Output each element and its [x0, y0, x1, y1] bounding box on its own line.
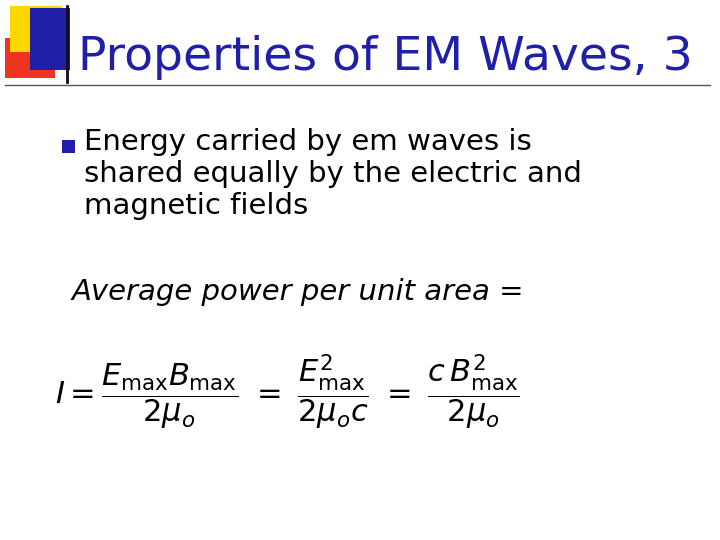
Bar [5, 38, 55, 78]
Text: Properties of EM Waves, 3: Properties of EM Waves, 3 [78, 35, 693, 79]
Text: shared equally by the electric and: shared equally by the electric and [84, 160, 582, 188]
Text: $\mathit{I} = \dfrac{E_{\rm max}B_{\rm max}}{2\mu_{\it o}}$$\ =\ \dfrac{E^2_{\rm: $\mathit{I} = \dfrac{E_{\rm max}B_{\rm m… [55, 352, 520, 432]
Text: Average power per unit area =: Average power per unit area = [72, 278, 524, 306]
Text: magnetic fields: magnetic fields [84, 192, 308, 220]
Bar [62, 140, 75, 153]
Bar [10, 6, 62, 52]
Text: Energy carried by em waves is: Energy carried by em waves is [84, 128, 532, 156]
Bar [30, 8, 70, 70]
